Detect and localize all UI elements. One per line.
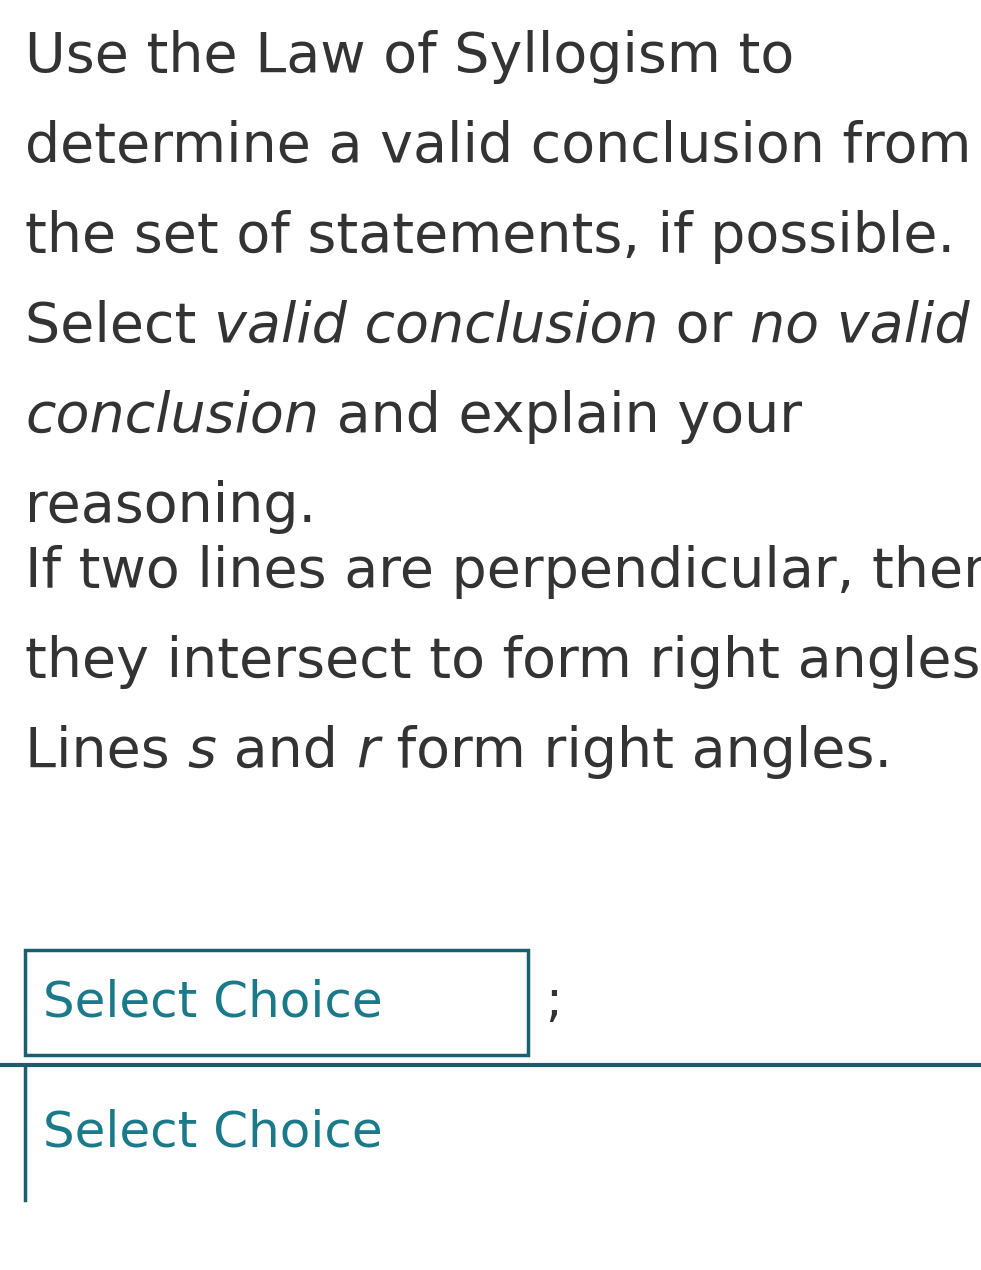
Text: they intersect to form right angles.: they intersect to form right angles. — [25, 635, 981, 690]
Text: Select: Select — [25, 300, 214, 354]
Text: r: r — [356, 725, 379, 779]
Text: determine a valid conclusion from: determine a valid conclusion from — [25, 119, 971, 174]
Text: ;: ; — [545, 978, 562, 1026]
Text: or: or — [658, 300, 750, 354]
Text: valid conclusion: valid conclusion — [214, 300, 658, 353]
Text: form right angles.: form right angles. — [379, 725, 892, 779]
Text: Select Choice: Select Choice — [43, 1109, 383, 1157]
Text: Select Choice: Select Choice — [43, 978, 383, 1026]
Text: and: and — [216, 725, 356, 779]
Text: reasoning.: reasoning. — [25, 480, 316, 533]
Text: If two lines are perpendicular, then: If two lines are perpendicular, then — [25, 545, 981, 599]
Bar — [25, 950, 528, 1055]
Text: Use the Law of Syllogism to: Use the Law of Syllogism to — [25, 30, 795, 84]
Text: s: s — [187, 725, 216, 779]
Text: the set of statements, if possible.: the set of statements, if possible. — [25, 210, 955, 264]
Text: and explain your: and explain your — [319, 390, 802, 444]
Text: no valid: no valid — [750, 300, 970, 353]
Text: conclusion: conclusion — [25, 390, 319, 443]
Text: Lines: Lines — [25, 725, 187, 779]
